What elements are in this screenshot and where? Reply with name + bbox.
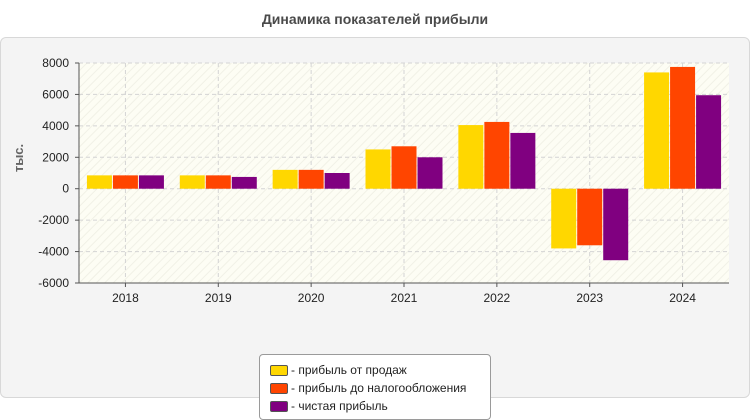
y-tick-label: -2000 <box>38 213 69 227</box>
bar <box>298 169 324 189</box>
bar-chart: 8000 6000 4000 2000 0 -2000 -4000 -6000 2018 2019… <box>11 56 729 305</box>
bar <box>391 146 417 189</box>
y-axis-label: тыс. <box>11 144 26 172</box>
legend-item: - прибыль до налогообложения <box>270 379 490 397</box>
y-tick-label: 4000 <box>42 119 69 133</box>
bar <box>324 173 350 189</box>
bar <box>417 157 443 189</box>
x-tick-label: 2023 <box>576 291 603 305</box>
bar <box>86 175 112 189</box>
bar <box>458 125 484 189</box>
bar <box>644 72 670 189</box>
bar <box>484 121 510 189</box>
legend-swatch <box>270 364 288 376</box>
legend: - прибыль от продаж - прибыль до налогооб… <box>259 354 491 420</box>
y-tick-label: 0 <box>62 182 69 196</box>
x-tick-label: 2022 <box>484 291 511 305</box>
bar <box>138 175 164 189</box>
x-tick-label: 2019 <box>205 291 232 305</box>
legend-swatch <box>270 400 288 412</box>
legend-label: - прибыль от продаж <box>291 363 407 377</box>
bar <box>603 188 629 261</box>
bar <box>179 175 205 189</box>
legend-item: - прибыль от продаж <box>270 361 490 379</box>
y-tick-label: 6000 <box>42 87 69 101</box>
legend-swatch <box>270 382 288 394</box>
y-tick-label: 2000 <box>42 150 69 164</box>
x-tick-label: 2024 <box>669 291 696 305</box>
x-tick-label: 2021 <box>391 291 418 305</box>
legend-label: - прибыль до налогообложения <box>291 381 467 395</box>
chart-panel: 8000 6000 4000 2000 0 -2000 -4000 -6000 2018 2019… <box>0 37 750 420</box>
bar <box>112 175 138 189</box>
chart-title: Динамика показателей прибыли <box>261 11 489 27</box>
bar <box>696 95 722 189</box>
y-tick-label: 8000 <box>42 56 69 70</box>
y-tick-label: -6000 <box>38 276 69 290</box>
bar <box>205 175 231 189</box>
bar <box>272 169 298 189</box>
bar <box>510 132 536 189</box>
y-tick-label: -4000 <box>38 245 69 259</box>
x-tick-label: 2020 <box>298 291 325 305</box>
bar <box>551 188 577 249</box>
x-tick-label: 2018 <box>112 291 139 305</box>
bar <box>577 188 603 246</box>
legend-label: - чистая прибыль <box>291 399 388 413</box>
bar <box>231 176 257 189</box>
bar <box>365 149 391 189</box>
bar <box>670 66 696 189</box>
